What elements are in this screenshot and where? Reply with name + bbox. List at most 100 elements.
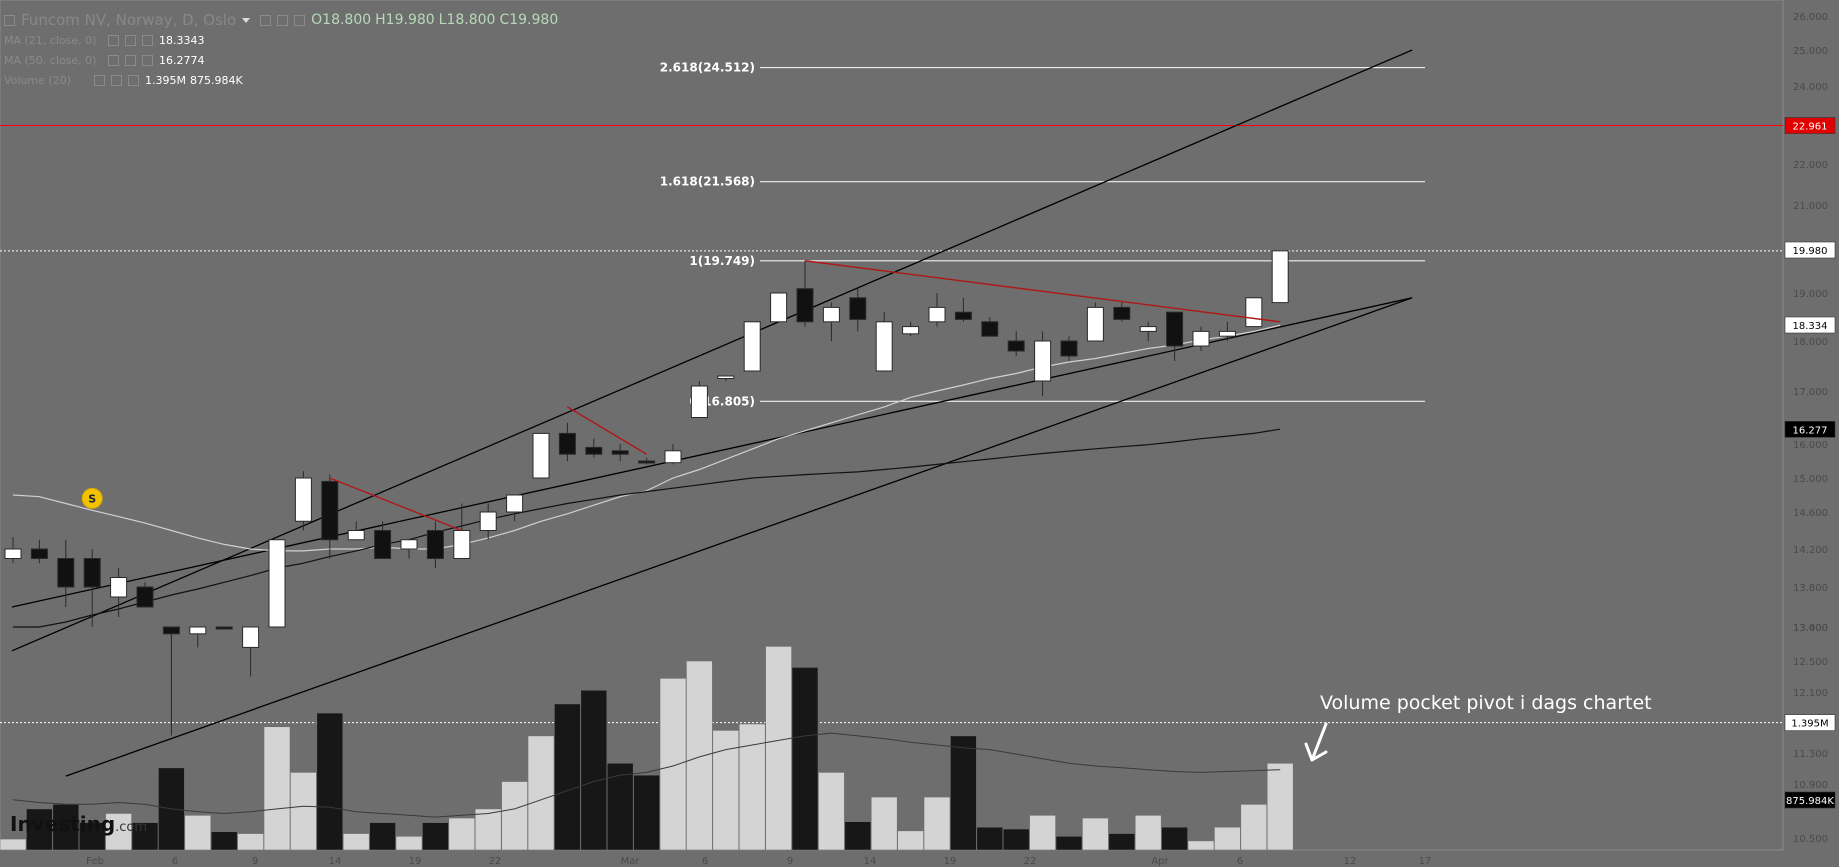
candle-body <box>347 530 365 541</box>
indicator-row-ma21: MA (21, close, 0) 18.3343 <box>4 30 558 50</box>
y-tick-label: 15.000 <box>1793 474 1828 485</box>
candle-body <box>294 477 312 522</box>
volume-bar <box>237 833 264 851</box>
volume-bar <box>923 796 951 851</box>
visibility-icon[interactable] <box>277 14 289 26</box>
volume-bar <box>950 735 977 851</box>
candle-body <box>981 321 999 337</box>
legend-title-row: Funcom NV, Norway, D, Oslo O18.800 H19.9… <box>4 10 558 30</box>
plot-frame <box>0 0 1784 851</box>
volume-bar <box>78 822 106 851</box>
visibility-icon[interactable] <box>125 34 136 46</box>
indicator-label[interactable]: MA (50, close, 0) <box>4 53 97 67</box>
y-tick-label: 13.000 <box>1793 623 1828 634</box>
volume-ma-line <box>12 732 1281 818</box>
close-icon[interactable] <box>294 14 306 26</box>
indicator-label[interactable]: MA (21, close, 0) <box>4 33 97 47</box>
y-tick-label: 26.000 <box>1793 12 1828 23</box>
candle-body <box>215 626 233 630</box>
volume-bar <box>606 762 634 851</box>
candle-body <box>664 450 682 464</box>
x-tick-label: Feb <box>86 856 104 867</box>
volume-bar <box>131 822 159 851</box>
visibility-icon[interactable] <box>125 54 136 66</box>
indicator-value: 18.3343 <box>159 33 205 47</box>
candle-body <box>558 432 576 455</box>
x-tick-label: 9 <box>252 856 258 867</box>
volume-bar <box>976 826 1004 851</box>
volume-bar <box>738 723 766 851</box>
price-label-box <box>1784 714 1836 731</box>
indicator-row-volume: Volume (20) 1.395M 875.984K <box>4 70 558 90</box>
candle-body <box>902 326 920 335</box>
ma50-line <box>13 428 1281 628</box>
x-tick-label: Apr <box>1151 856 1169 867</box>
annotation-arrow-icon <box>1304 722 1328 762</box>
collapse-icon[interactable] <box>4 14 15 26</box>
settings-icon[interactable] <box>108 54 119 66</box>
close-icon[interactable] <box>128 74 139 86</box>
x-tick-label: 14 <box>864 856 877 867</box>
candle-body <box>717 375 735 379</box>
x-tick-label: 9 <box>787 856 793 867</box>
candle-body <box>4 548 22 559</box>
x-tick-label: 12 <box>1344 856 1357 867</box>
x-tick-label: 6 <box>172 856 178 867</box>
price-label-text: 875.984K <box>1786 796 1834 807</box>
candle-body <box>479 511 497 531</box>
candle-body <box>110 577 128 598</box>
candle-body <box>189 626 207 635</box>
y-tick-label: 25.000 <box>1793 46 1828 57</box>
indicator-row-ma50: MA (50, close, 0) 16.2774 <box>4 50 558 70</box>
volume-bar <box>686 660 713 851</box>
candle-body <box>849 297 867 320</box>
volume-bar <box>263 726 291 851</box>
y-tick-label: 12.500 <box>1793 657 1828 668</box>
ohlc-close: C19.980 <box>499 12 559 28</box>
volume-bar <box>527 735 555 851</box>
trend-line <box>567 406 647 455</box>
volume-bar <box>290 772 317 851</box>
price-label-text: 18.334 <box>1793 321 1828 332</box>
price-label-box <box>1784 421 1836 438</box>
candle-body <box>611 450 629 455</box>
candle-body <box>1007 340 1025 352</box>
visibility-icon[interactable] <box>111 74 122 86</box>
candle-body <box>242 626 260 648</box>
chevron-down-icon[interactable] <box>242 17 251 23</box>
volume-bar <box>844 821 872 851</box>
settings-icon[interactable] <box>108 34 119 46</box>
fib-label: 2.618(24.512) <box>660 61 755 75</box>
y-tick-label: 14.600 <box>1793 508 1828 519</box>
volume-bar <box>791 667 819 851</box>
candle-body <box>532 432 550 479</box>
indicator-value: 1.395M <box>145 73 186 87</box>
candle-body <box>162 626 180 635</box>
volume-bar <box>1161 826 1188 851</box>
x-tick-label: 6 <box>702 856 708 867</box>
indicator-label[interactable]: Volume (20) <box>4 73 71 87</box>
candle-body <box>1192 330 1210 347</box>
dividend-marker <box>81 487 103 509</box>
candle-body <box>136 586 154 608</box>
x-tick-label: 22 <box>1024 856 1037 867</box>
ohlc-high: H19.980 <box>375 12 435 28</box>
candle-body <box>57 558 75 588</box>
volume-bar <box>580 689 608 851</box>
close-icon[interactable] <box>142 54 153 66</box>
candle-body <box>268 539 286 628</box>
legend-title[interactable]: Funcom NV, Norway, D, Oslo <box>21 11 237 29</box>
candle-body <box>875 321 893 372</box>
candle-body <box>1245 297 1263 328</box>
y-tick-label: 10.500 <box>1793 834 1828 845</box>
volume-bar <box>1082 817 1109 851</box>
volume-bar <box>659 678 687 851</box>
volume-bar <box>158 767 185 851</box>
close-icon[interactable] <box>142 34 153 46</box>
settings-icon[interactable] <box>260 14 272 26</box>
price-label-text: 1.395M <box>1791 719 1828 730</box>
y-tick-label: 17.000 <box>1793 387 1828 398</box>
settings-icon[interactable] <box>94 74 105 86</box>
